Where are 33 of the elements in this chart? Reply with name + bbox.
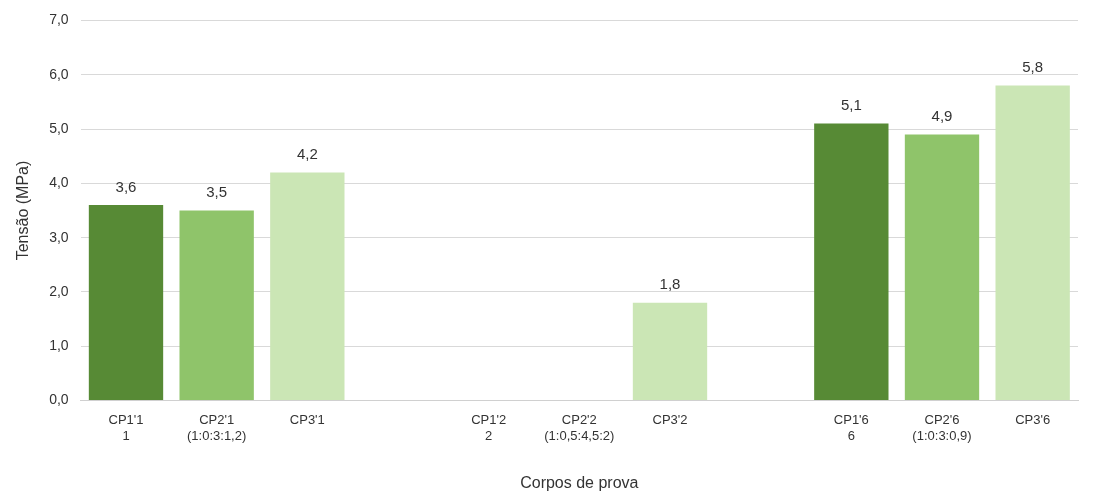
- bar: [88, 205, 164, 401]
- x-tick-label: CP1'1 1: [108, 411, 144, 443]
- bar: [632, 302, 708, 401]
- y-tick-label: 2,0: [49, 282, 69, 299]
- x-tick-label: CP3'1: [289, 411, 325, 427]
- data-label: 3,6: [115, 177, 137, 195]
- data-label: 4,9: [931, 107, 953, 125]
- bar: [179, 210, 254, 401]
- x-tick-label: CP2'1 (1:0:3:1,2): [187, 411, 247, 443]
- data-label: 1,8: [659, 275, 681, 293]
- bar: [904, 134, 980, 401]
- y-tick-label: 1,0: [49, 337, 69, 354]
- x-tick-label: CP1'6 6: [833, 411, 869, 443]
- data-label: 5,1: [840, 96, 862, 114]
- x-axis-title: Corpos de prova: [520, 473, 639, 491]
- y-tick-label: 5,0: [49, 119, 69, 136]
- y-tick-label: 3,0: [49, 228, 69, 245]
- x-tick-label: CP3'2: [652, 411, 688, 427]
- bar: [814, 123, 889, 401]
- x-tick-label: CP2'6 (1:0:3:0,9): [912, 411, 972, 443]
- x-tick-label: CP3'6: [1015, 411, 1051, 427]
- x-tick-label: CP1'2 2: [471, 411, 507, 443]
- y-tick-label: 6,0: [49, 65, 69, 82]
- data-label: 4,2: [296, 145, 318, 163]
- y-tick-label: 7,0: [49, 11, 69, 28]
- data-label: 5,8: [1022, 58, 1044, 76]
- y-tick-label: 4,0: [49, 174, 69, 191]
- y-axis-title: Tensão (MPa): [14, 160, 32, 261]
- y-tick-label: 0,0: [49, 391, 69, 408]
- x-tick-label: CP2'2 (1:0,5:4,5:2): [544, 411, 615, 443]
- data-label: 3,5: [206, 183, 228, 201]
- bar: [270, 172, 345, 401]
- bar: [995, 85, 1070, 401]
